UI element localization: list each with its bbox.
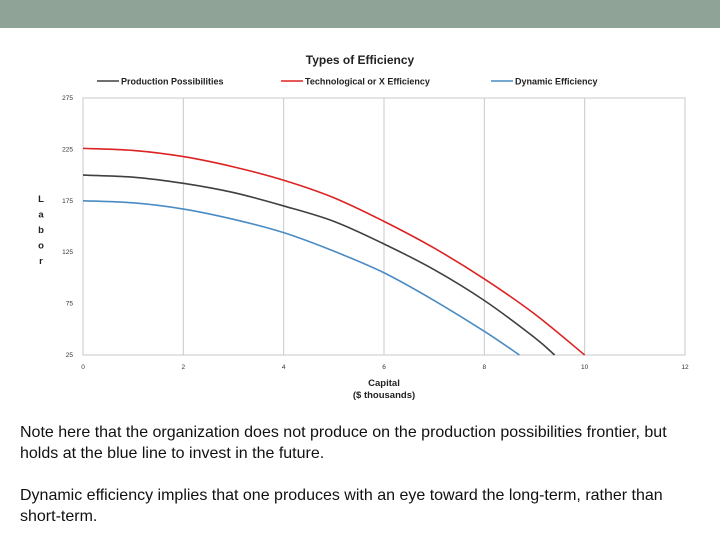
series-line-production-possibilities [82,174,556,356]
y-tick-labels: 275 225 175 125 75 25 [62,95,73,359]
y-axis-label-letter: b [38,225,44,236]
chart-title: Types of Efficiency [306,53,415,67]
chart-series [82,147,586,356]
note-paragraph-1: Note here that the organization does not… [20,424,667,462]
slide-notes: Note here that the organization does not… [20,422,700,548]
y-tick-label: 75 [66,301,74,308]
x-axis-label-line: Capital [368,378,400,389]
y-axis-label-letter: a [38,210,44,221]
y-axis-label-letter: o [38,241,44,252]
x-tick-label: 4 [282,364,286,371]
y-tick-label: 275 [62,95,73,102]
legend-label: Production Possibilities [121,77,224,87]
y-tick-label: 25 [66,352,74,359]
y-axis-label-letter: r [39,256,43,267]
x-axis-label-line: ($ thousands) [353,390,415,401]
chart-legend: Production Possibilities Technological or… [97,77,598,87]
x-axis-label: Capital($ thousands) [353,378,415,401]
efficiency-chart: Types of Efficiency Production Possibili… [38,53,689,401]
x-tick-label: 12 [681,364,689,371]
note-paragraph-2: Dynamic efficiency implies that one prod… [20,487,663,525]
legend-label: Technological or X Efficiency [305,77,430,87]
x-tick-label: 6 [382,364,386,371]
series-line-dynamic-efficiency [82,200,520,356]
x-tick-label: 10 [581,364,589,371]
x-tick-label: 0 [81,364,85,371]
chart-grid [82,97,686,356]
slide-header-bar [0,0,720,28]
legend-label: Dynamic Efficiency [515,77,598,87]
y-tick-label: 125 [62,249,73,256]
y-tick-label: 225 [62,146,73,153]
series-line-technological-or-x-efficiency [82,147,586,356]
x-tick-label: 2 [182,364,186,371]
x-tick-labels: 0 2 4 6 8 10 12 [81,364,689,371]
y-axis-label-letter: L [38,194,44,205]
y-tick-label: 175 [62,198,73,205]
x-tick-label: 8 [483,364,487,371]
